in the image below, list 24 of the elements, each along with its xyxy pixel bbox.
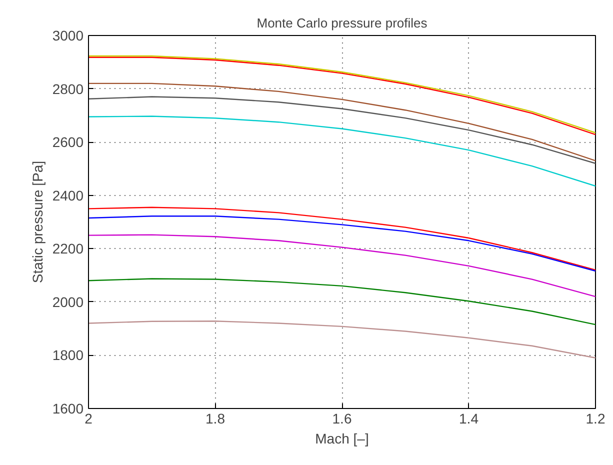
y-tick-label: 2800 [52,80,84,97]
line-series [88,82,596,162]
x-tick-label: 1.8 [206,410,226,426]
line-series [88,216,596,272]
y-tick-label: 2600 [52,134,84,150]
line-series [88,234,596,298]
line-series [88,320,596,358]
chart-title: Monte Carlo pressure profiles [256,16,428,30]
y-tick-label: 1600 [52,400,84,416]
x-tick-label: 1.2 [586,410,606,426]
y-axis-title: Static pressure [Pa] [29,160,46,284]
x-tick-label: 1.6 [332,410,352,426]
line-series [88,206,596,271]
line-series [88,278,596,326]
y-tick-label: 2000 [52,294,84,310]
x-axis-title: Mach [–] [315,430,369,446]
x-tick-label: 2 [84,410,93,426]
x-tick-label: 1.4 [459,410,479,426]
line-series [88,116,596,187]
line-series [88,96,596,164]
y-tick-label: 2400 [52,187,84,204]
y-tick-label: 2200 [52,240,84,257]
y-tick-label: 1800 [52,347,84,364]
y-tick-label: 3000 [52,28,84,44]
